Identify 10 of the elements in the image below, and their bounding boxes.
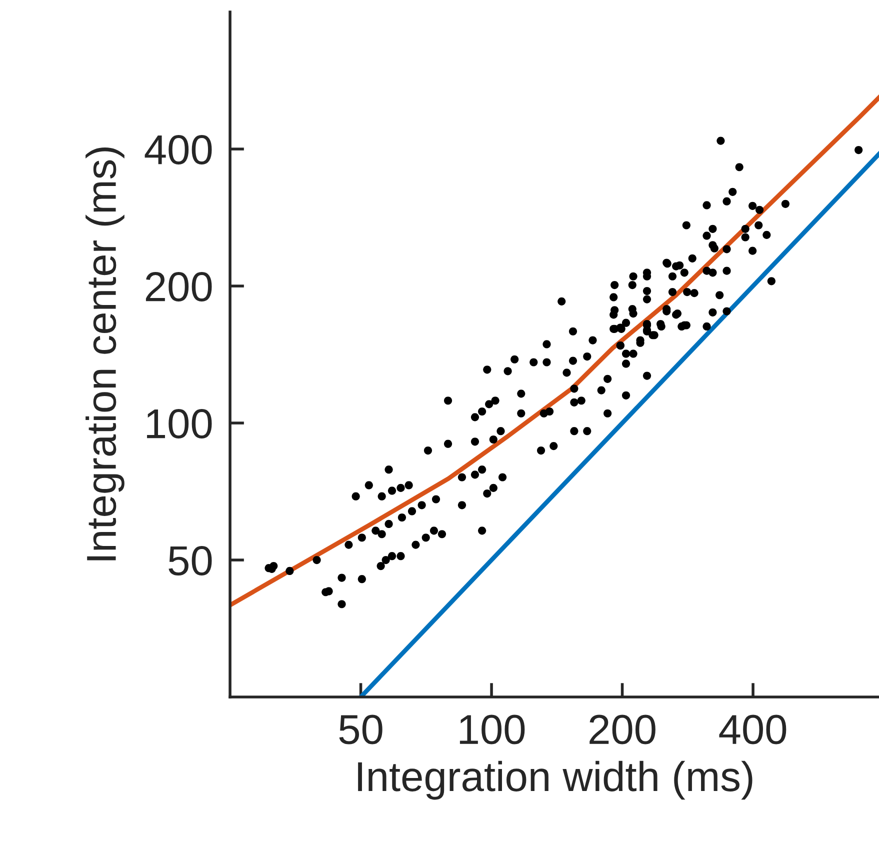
y-axis-title: Integration center (ms) (86, 148, 124, 560)
y-tick-label: 400 (144, 135, 212, 165)
x-tick-label: 400 (719, 714, 786, 744)
y-tick-label: 50 (168, 546, 212, 576)
x-tick-label: 200 (590, 714, 656, 744)
x-tick-label: 50 (339, 714, 382, 744)
x-tick-label: 100 (460, 714, 525, 744)
x-axis-title: Integration width (ms) (358, 760, 752, 800)
y-tick-label: 200 (146, 272, 212, 302)
y-tick-label: 100 (147, 409, 212, 439)
